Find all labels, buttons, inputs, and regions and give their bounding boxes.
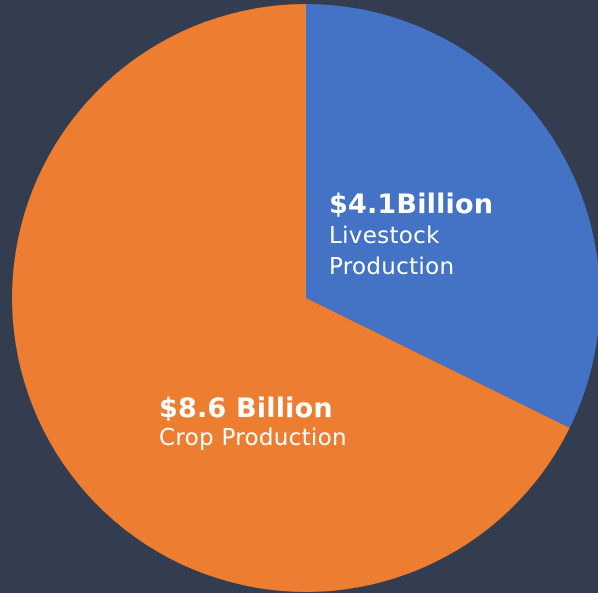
crop-value-label: $8.6 Billion — [159, 393, 333, 424]
pie-slice-livestock — [306, 4, 598, 428]
livestock-name-line-1: Livestock — [329, 223, 440, 250]
crop-label: $8.6 Billion Crop Production — [159, 393, 439, 453]
livestock-label: $4.1Billion Livestock Production — [329, 189, 529, 283]
livestock-name-line-2: Production — [329, 253, 455, 280]
pie-slice-crop — [12, 4, 570, 592]
livestock-value-label: $4.1Billion — [329, 189, 494, 220]
crop-name-label: Crop Production — [159, 425, 347, 452]
